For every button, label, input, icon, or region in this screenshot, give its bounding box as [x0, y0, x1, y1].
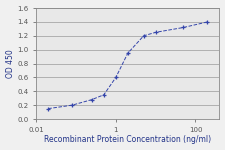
Y-axis label: OD 450: OD 450 — [6, 49, 15, 78]
X-axis label: Recombinant Protein Concentration (ng/ml): Recombinant Protein Concentration (ng/ml… — [44, 135, 212, 144]
